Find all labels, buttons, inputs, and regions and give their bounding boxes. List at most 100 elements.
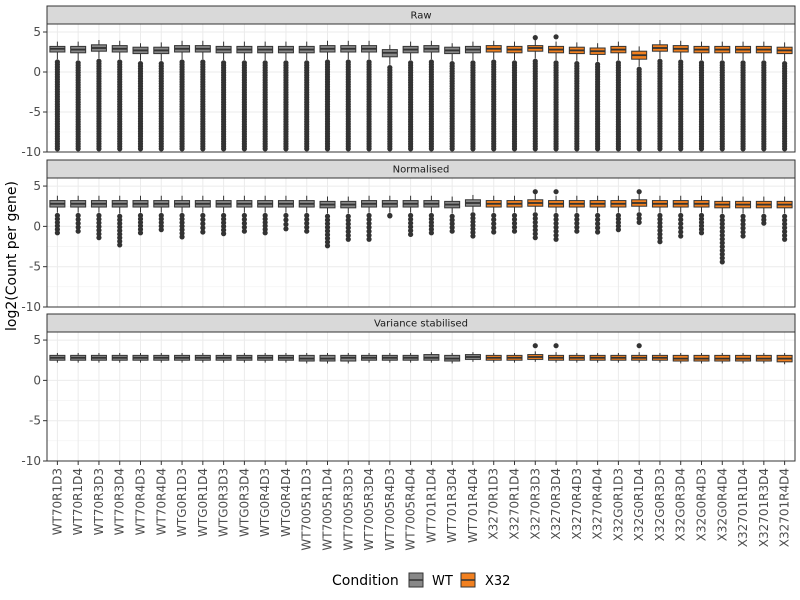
outlier-point (719, 259, 725, 265)
panel-background (47, 332, 795, 461)
box (319, 196, 336, 249)
outlier-point (470, 233, 476, 239)
box (111, 352, 128, 363)
outlier-point (158, 146, 164, 152)
box (548, 343, 565, 363)
x-tick-label: WT7005R1D3 (300, 468, 314, 551)
outlier-point (532, 223, 538, 229)
y-tick-label: 0 (33, 65, 41, 79)
outlier-point (553, 228, 559, 234)
x-tick-label: WT7005R3D4 (362, 468, 376, 551)
outlier-point (449, 217, 455, 223)
outlier-point (428, 230, 434, 236)
outlier-point (698, 230, 705, 236)
box (672, 352, 689, 364)
outlier-point (179, 230, 185, 236)
legend-label: WT (432, 574, 453, 589)
outlier-point (366, 146, 372, 152)
outlier-point (221, 212, 227, 219)
outlier-point (117, 238, 123, 244)
legend-label: X32 (485, 574, 510, 589)
y-tick-label: -5 (29, 105, 41, 119)
outlier-point (324, 232, 331, 238)
box (174, 352, 191, 363)
outlier-point (304, 212, 310, 219)
box (714, 352, 731, 364)
x-tick-label: X3270R4D4 (591, 468, 605, 540)
y-tick-label: 5 (33, 333, 41, 347)
x-tick-label: WT7005R4D3 (383, 468, 397, 551)
box (568, 195, 585, 234)
outlier-point (553, 216, 559, 223)
outlier-point (449, 213, 455, 219)
outlier-point (221, 231, 227, 237)
box (672, 40, 689, 152)
outlier-point (678, 233, 684, 239)
outlier-point (553, 232, 559, 238)
outlier-point (117, 228, 123, 234)
box (153, 42, 170, 152)
box (776, 196, 793, 242)
outlier-point (366, 220, 372, 227)
box (693, 352, 710, 364)
box (361, 40, 378, 152)
box (111, 40, 128, 152)
box (402, 352, 419, 363)
x-tick-label: WT701R1D4 (424, 468, 438, 543)
outlier-point (470, 219, 476, 225)
box (402, 195, 419, 238)
x-tick-label: WT70R1D3 (50, 468, 64, 535)
box (589, 43, 606, 152)
x-tick-label: X3270R1D4 (508, 468, 522, 540)
box (194, 352, 211, 363)
outlier-point (491, 229, 497, 235)
outlier-point (324, 146, 331, 152)
box (423, 195, 440, 236)
outlier-point (532, 146, 538, 152)
box (548, 34, 565, 152)
outlier-point (532, 231, 538, 237)
outlier-point (511, 216, 518, 223)
outlier-point (75, 216, 81, 223)
box (49, 195, 66, 236)
outlier-point (657, 231, 663, 237)
box (340, 196, 357, 242)
facet-panel: Raw -10 -5 0 5 (21, 5, 796, 159)
outlier-point (636, 212, 642, 218)
outlier-point (75, 212, 81, 219)
box (340, 40, 357, 152)
outlier-point (262, 146, 268, 152)
box (444, 352, 461, 364)
box (506, 352, 523, 363)
outlier-point (345, 221, 351, 227)
box (548, 189, 565, 242)
box (132, 352, 149, 363)
box (257, 352, 274, 363)
outlier-point (200, 225, 206, 231)
box (631, 46, 648, 152)
outlier-point (366, 212, 372, 219)
outlier-point (574, 146, 580, 152)
outlier-point (491, 225, 497, 231)
outlier-point (636, 215, 642, 222)
outlier-point (719, 146, 725, 152)
outlier-point (345, 146, 351, 152)
outlier-point (761, 220, 767, 226)
box (298, 352, 315, 364)
outlier-point (366, 224, 372, 230)
box (776, 42, 793, 152)
box (506, 195, 523, 234)
box (49, 352, 66, 363)
box (610, 352, 627, 363)
box (527, 189, 544, 241)
outlier-point (324, 243, 331, 249)
x-tick-label: X32G0R4D3 (695, 468, 709, 541)
outlier-point (719, 247, 725, 254)
outlier-point (595, 229, 601, 235)
outlier-point (657, 216, 663, 222)
y-tick-label: 0 (33, 219, 41, 233)
outlier-point (179, 223, 185, 229)
box (70, 41, 87, 152)
